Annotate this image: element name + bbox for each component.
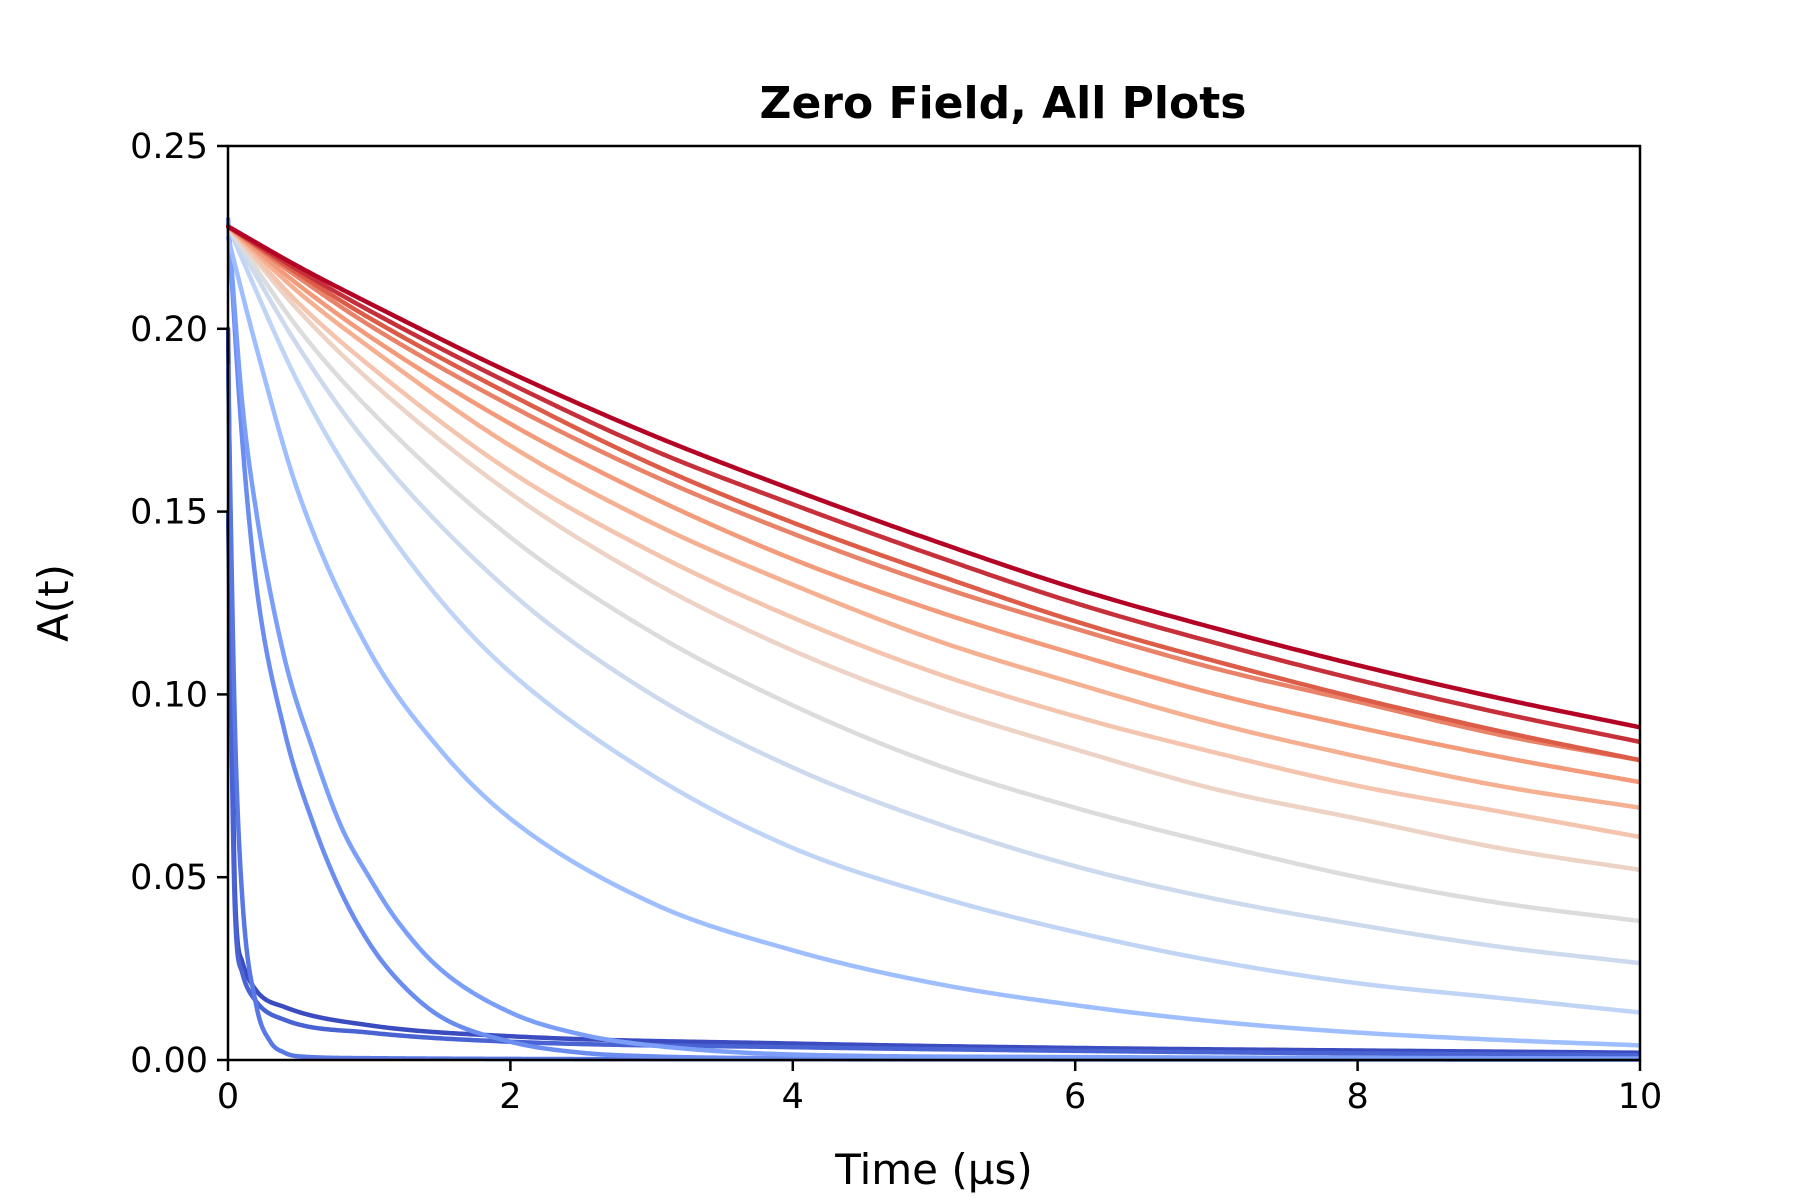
series-layer: [226, 216, 1641, 1062]
series-line-6: [226, 235, 1641, 1048]
x-tick-label: 8: [1346, 1077, 1368, 1117]
y-tick-label: 0.05: [130, 858, 208, 898]
plot-frame: [226, 144, 1642, 1062]
series-line-7: [226, 224, 1641, 1015]
series-line-5: [226, 216, 1641, 1061]
series-line-8: [226, 224, 1641, 966]
series-line-13: [226, 224, 1641, 785]
y-tick-label: 0.15: [130, 493, 208, 533]
x-tick-label: 0: [217, 1077, 239, 1117]
x-tick-label: 2: [499, 1077, 521, 1117]
y-tick-label: 0.10: [130, 675, 208, 715]
x-axis-label: Time (µs): [834, 1145, 1033, 1194]
x-tick-label: 6: [1064, 1077, 1086, 1117]
y-tick-label: 0.20: [130, 310, 208, 350]
plot-area: [226, 144, 1642, 1062]
y-tick-label: 0.00: [130, 1041, 208, 1081]
chart-title: Zero Field, All Plots: [760, 78, 1247, 129]
x-tick-label: 10: [1618, 1077, 1663, 1117]
x-axis: 0 2 4 6 8 10: [217, 1060, 1662, 1117]
y-axis: 0.00 0.05 0.10 0.15 0.20 0.25: [130, 127, 228, 1081]
series-line-17: [226, 224, 1641, 730]
x-tick-label: 4: [782, 1077, 804, 1117]
series-line-11: [226, 224, 1641, 840]
y-tick-label: 0.25: [130, 127, 208, 167]
series-line-12: [226, 224, 1641, 810]
y-axis-label: A(t): [29, 564, 78, 642]
series-line-9: [226, 224, 1641, 924]
